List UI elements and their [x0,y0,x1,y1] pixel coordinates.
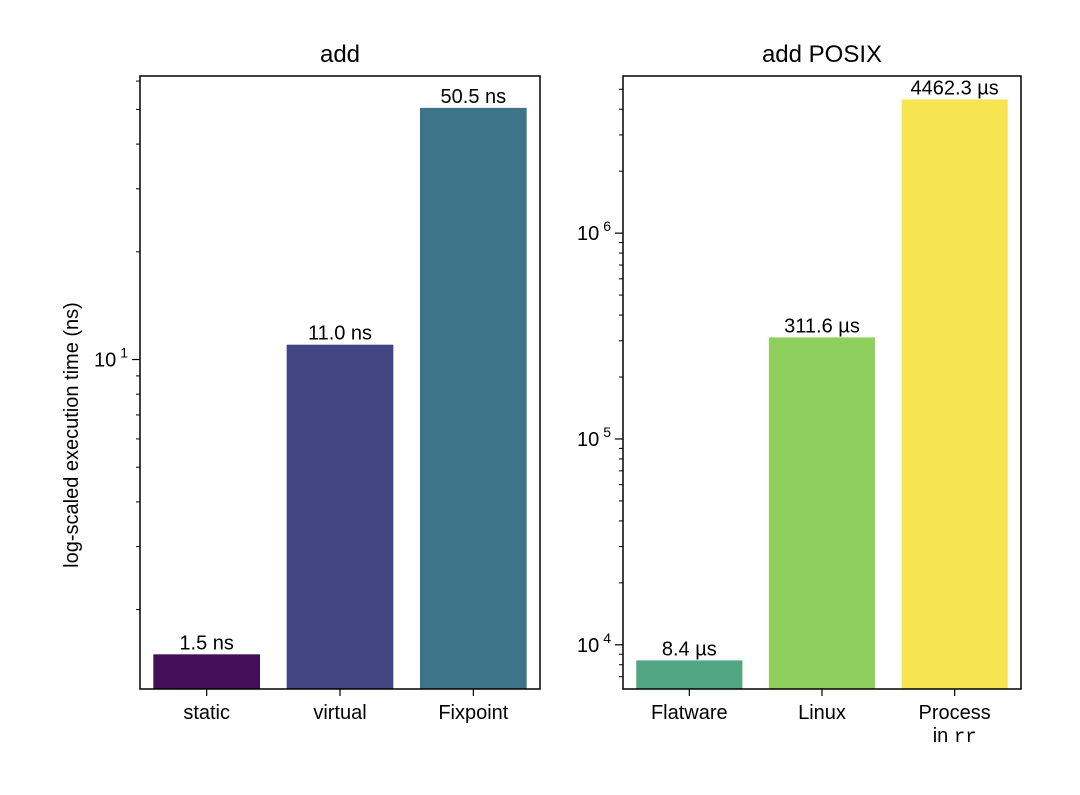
chart-title: add POSIX [762,41,882,68]
y-tick-label: 10 4 [577,630,611,657]
bar-value-label: 311.6 µs [784,315,860,337]
bar [420,107,527,689]
chart-panel-1: add 1.5 ns 11.0 ns 50.5 ns 10 1 static virtual… [94,41,541,724]
x-tick-label: Flatware [651,702,728,724]
y-tick-label: 10 6 [577,218,611,245]
bar-value-label: 11.0 ns [308,323,372,345]
x-tick-label: Process [919,702,991,724]
x-tick-label: static [183,702,230,724]
bar [901,99,1008,689]
x-tick-label: in rr [933,725,977,748]
bar [636,660,743,689]
y-axis-label: log-scaled execution time (ns) [61,302,83,568]
y-tick-label: 10 1 [94,345,128,372]
bar [768,337,876,689]
bar-value-label: 4462.3 µs [911,77,999,99]
chart-panel-2: add POSIX 8.4 µs 311.6 µs 4462.3 µs 10 4 10 5… [577,41,1022,748]
x-tick-label: Fixpoint [438,702,508,724]
chart-title: add [320,41,360,68]
x-tick-label: Linux [798,702,846,724]
bar-value-label: 50.5 ns [441,86,507,108]
x-tick-label: virtual [313,702,366,724]
bar-value-label: 8.4 µs [662,638,717,660]
y-tick-label: 10 5 [577,424,611,451]
bar [153,654,260,689]
bar-value-label: 1.5 ns [179,632,233,654]
bar [286,344,394,689]
